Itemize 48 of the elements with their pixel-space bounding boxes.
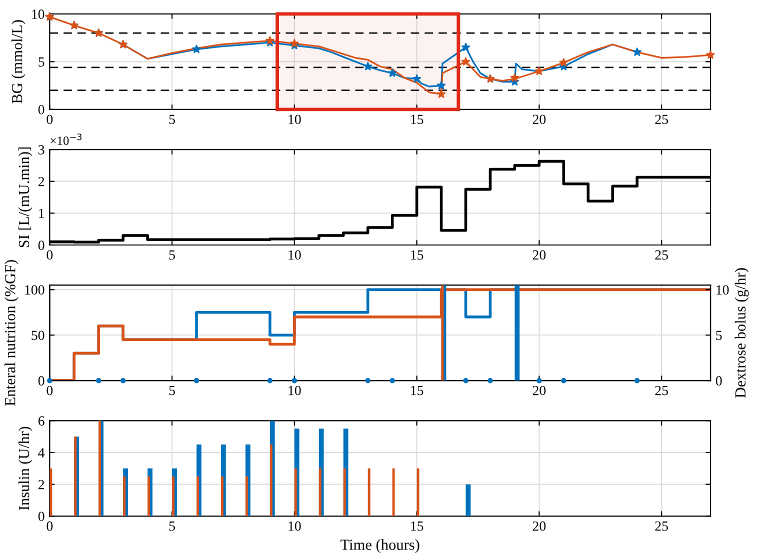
x-tick-label: 0 [46,386,53,396]
y-axis-title: SI [L/(mU.min)] [18,147,32,248]
x-tick-label: 20 [532,250,546,260]
x-tick-label: 20 [532,386,546,396]
x-tick-label: 5 [169,114,175,124]
x-tick-label: 25 [655,250,668,260]
y-tick-label: 0 [38,376,44,386]
y-tick-label: 0 [38,240,44,250]
y-tick-label: 5 [38,57,44,67]
y-tick-label: 100 [25,285,44,295]
y-tick-label: 2 [38,480,44,490]
y-axis-title: BG (mmol/L) [12,20,26,104]
y2-axis-title: Dextrose bolus (g/hr) [734,268,749,398]
x-tick-label: 0 [46,521,53,531]
y-tick-label: 1 [39,208,44,218]
y-tick-label: 0 [38,512,44,522]
x-tick-label: 10 [288,114,301,124]
x-tick-label: 5 [169,522,175,531]
x-tick-label: 0 [46,250,53,260]
x-tick-label: 15 [411,114,424,124]
y-tick-label: 10 [32,10,44,19]
y-tick-label: 3 [38,145,44,154]
x-tick-label: 25 [655,521,668,531]
x-tick-label: 5 [169,386,175,396]
y-axis-title: Insulin (U/hr) [18,426,32,510]
y2-tick-label: 10 [716,285,729,295]
x-tick-label: 5 [169,250,175,260]
y-tick-label: 6 [38,416,44,426]
y-tick-label: 2 [38,176,44,186]
x-tick-label: 0 [46,114,53,124]
x-tick-label: 10 [288,250,301,260]
x-tick-label: 15 [411,250,424,260]
y2-tick-label: 0 [716,376,722,386]
text: ×10$^{−3}$ [50,134,82,145]
y-tick-label: 0 [38,105,44,114]
x-axis-title: Time (hours) [340,539,420,554]
x-tick-label: 15 [411,386,424,396]
x-tick-label: 10 [288,521,301,531]
y-axis-title: Enteral nutrition (%GF) [4,260,18,406]
x-tick-label: 25 [655,114,668,124]
y-tick-label: 4 [38,448,45,458]
x-tick-label: 20 [532,521,546,531]
x-tick-label: 15 [411,521,424,531]
y2-tick-label: 5 [716,330,722,340]
x-tick-label: 20 [532,114,546,124]
x-tick-label: 25 [655,386,668,396]
y-tick-label: 50 [32,330,44,340]
x-tick-label: 10 [288,386,301,396]
